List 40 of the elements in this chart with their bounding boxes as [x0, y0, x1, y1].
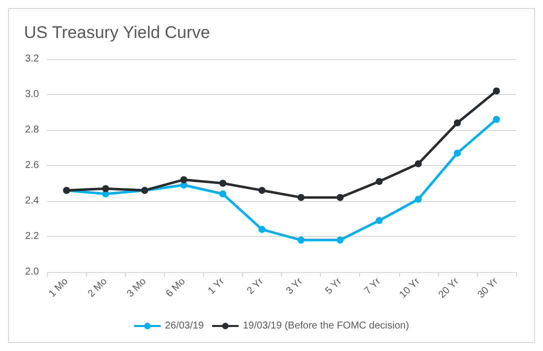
x-tick-label: 3 Yr — [284, 276, 306, 297]
y-tick-label: 2.6 — [25, 160, 40, 171]
x-tick-label: 20 Yr — [436, 276, 462, 301]
y-tick-label: 2.2 — [25, 231, 40, 242]
point — [180, 176, 188, 184]
y-tick-label: 2.0 — [25, 266, 40, 278]
legend-label: 19/03/19 (Before the FOMC decision) — [242, 320, 410, 332]
x-tick-label: 7 Yr — [362, 276, 384, 297]
x-tick-label: 2 Mo — [86, 276, 110, 300]
point — [376, 178, 383, 185]
y-tick-label: 2.4 — [25, 196, 40, 206]
x-tick-label: 10 Yr — [398, 276, 423, 301]
y-tick-label: 3.2 — [25, 54, 40, 64]
x-tick-label: 1 Yr — [206, 276, 228, 297]
x-tick-label: 3 Mo — [125, 276, 149, 300]
y-tick-label: 2.8 — [25, 124, 40, 136]
x-tick-label: 1 Mo — [46, 276, 71, 300]
y-tick-label: 3.0 — [25, 89, 40, 100]
legend-label: 26/03/19 — [164, 320, 204, 332]
point — [298, 194, 305, 201]
point — [376, 217, 383, 224]
point — [454, 150, 461, 157]
point — [336, 194, 344, 201]
chart-title: US Treasury Yield Curve — [24, 23, 210, 42]
x-tick-label: 6 Mo — [164, 276, 188, 300]
point — [258, 226, 266, 233]
point — [454, 119, 461, 126]
point — [258, 186, 266, 194]
point — [219, 190, 226, 198]
x-tick-label: 2 Yr — [245, 276, 266, 297]
point — [336, 236, 344, 244]
point — [219, 180, 226, 187]
x-tick-label: 5 Yr — [323, 276, 344, 297]
point — [414, 196, 422, 203]
point — [298, 236, 305, 244]
point — [102, 185, 110, 192]
point — [414, 160, 422, 168]
point — [492, 87, 500, 94]
x-tick-label: 30 Yr — [476, 276, 501, 301]
point — [492, 116, 500, 123]
